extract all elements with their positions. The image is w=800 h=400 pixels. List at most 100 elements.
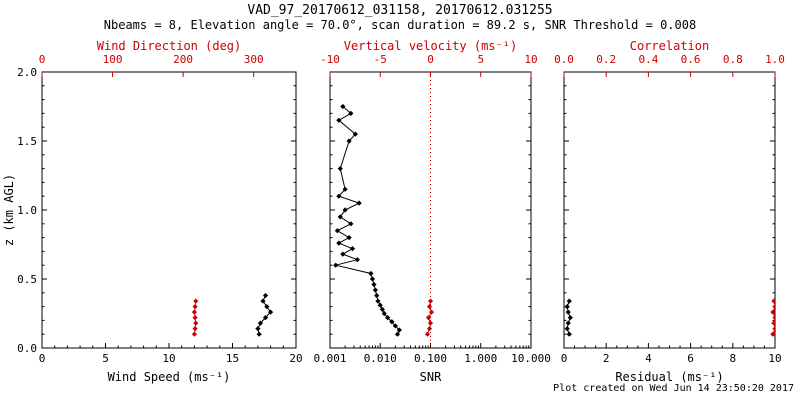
series-snr bbox=[333, 103, 402, 337]
series-marker bbox=[389, 319, 395, 325]
series-marker bbox=[191, 331, 197, 337]
series-marker bbox=[255, 326, 261, 332]
series-marker bbox=[770, 309, 775, 315]
series-marker bbox=[379, 306, 385, 312]
y-tick-label: 1.5 bbox=[17, 135, 37, 148]
x-tick-label: 4 bbox=[645, 352, 652, 365]
series-marker bbox=[346, 138, 352, 144]
series-marker bbox=[564, 326, 570, 332]
series-marker bbox=[565, 320, 571, 326]
series-wind-direction bbox=[191, 298, 199, 337]
series-marker bbox=[193, 320, 199, 326]
top-tick-label: 0 bbox=[427, 53, 434, 66]
series-marker bbox=[424, 331, 431, 337]
series-marker bbox=[392, 323, 398, 329]
series-marker bbox=[192, 304, 198, 310]
series-marker bbox=[340, 103, 346, 110]
series-marker bbox=[771, 298, 775, 304]
series-marker bbox=[336, 117, 342, 123]
x-tick-label: 15 bbox=[226, 352, 239, 365]
top-tick-label: 0.8 bbox=[723, 53, 743, 66]
x-tick-label: 10 bbox=[768, 352, 781, 365]
series-residual bbox=[564, 298, 573, 337]
series-correlation bbox=[770, 298, 775, 337]
top-axis-title: Wind Direction (deg) bbox=[97, 39, 242, 53]
bottom-axis-title: Wind Speed (ms⁻¹) bbox=[108, 370, 231, 384]
series-marker bbox=[342, 186, 348, 192]
series-marker bbox=[426, 304, 433, 310]
x-tick-label: 5 bbox=[102, 352, 109, 365]
series-marker bbox=[772, 326, 775, 332]
series-marker bbox=[772, 304, 775, 310]
series-marker bbox=[772, 315, 775, 321]
series-marker bbox=[192, 326, 198, 332]
series-marker bbox=[375, 298, 381, 304]
series-marker bbox=[384, 315, 391, 321]
top-tick-label: 10 bbox=[524, 53, 537, 66]
series-marker bbox=[565, 309, 571, 315]
y-tick-label: 1.0 bbox=[17, 204, 37, 217]
x-tick-label: 20 bbox=[289, 352, 302, 365]
series-marker bbox=[426, 326, 433, 332]
y-axis-title: z (km AGL) bbox=[2, 174, 16, 246]
series-marker bbox=[256, 331, 262, 337]
series-marker bbox=[394, 331, 401, 337]
series-marker bbox=[262, 292, 269, 299]
top-tick-label: 0.0 bbox=[554, 53, 574, 66]
bottom-axis-title: SNR bbox=[420, 370, 442, 384]
x-tick-label: 8 bbox=[729, 352, 736, 365]
series-marker bbox=[368, 270, 374, 277]
y-tick-label: 0.5 bbox=[17, 273, 37, 286]
series-marker bbox=[566, 298, 572, 304]
x-tick-label: 0 bbox=[39, 352, 46, 365]
bottom-axis-title: Residual (ms⁻¹) bbox=[615, 370, 723, 384]
top-tick-label: 0.4 bbox=[638, 53, 658, 66]
series-marker bbox=[336, 193, 342, 199]
series-marker bbox=[262, 315, 269, 321]
series-marker bbox=[193, 298, 199, 304]
x-tick-label: 1.000 bbox=[464, 352, 497, 365]
series-marker bbox=[428, 309, 435, 315]
panel-3-box bbox=[563, 71, 776, 349]
top-tick-label: -5 bbox=[374, 53, 387, 66]
series-line bbox=[335, 106, 400, 335]
x-tick-label: 2 bbox=[603, 352, 610, 365]
series-marker bbox=[566, 331, 572, 337]
series-marker bbox=[371, 281, 377, 288]
series-marker bbox=[354, 257, 360, 263]
top-tick-label: 1.0 bbox=[765, 53, 785, 66]
series-vertical-velocity bbox=[424, 298, 435, 337]
top-tick-label: 200 bbox=[173, 53, 193, 66]
x-tick-label: 10 bbox=[162, 352, 175, 365]
series-marker bbox=[334, 228, 340, 234]
series-marker bbox=[192, 315, 198, 321]
series-marker bbox=[348, 110, 354, 116]
x-tick-label: 0.001 bbox=[313, 352, 346, 365]
top-axis-title: Correlation bbox=[630, 39, 709, 53]
series-marker bbox=[349, 246, 356, 252]
top-tick-label: 300 bbox=[244, 53, 264, 66]
x-tick-label: 0 bbox=[561, 352, 568, 365]
series-marker bbox=[396, 327, 402, 333]
series-marker bbox=[567, 315, 573, 321]
series-marker bbox=[337, 166, 343, 172]
x-tick-label: 10.000 bbox=[511, 352, 551, 365]
y-tick-label: 0.0 bbox=[17, 342, 37, 355]
y-tick-label: 2.0 bbox=[17, 66, 37, 79]
series-marker bbox=[337, 214, 343, 220]
series-marker bbox=[346, 235, 352, 241]
series-marker bbox=[268, 309, 274, 315]
series-marker bbox=[342, 207, 348, 213]
series-marker bbox=[427, 298, 434, 304]
series-marker bbox=[356, 200, 362, 206]
plot-subtitle: Nbeams = 8, Elevation angle = 70.0°, sca… bbox=[103, 18, 697, 32]
series-wind-speed bbox=[255, 292, 274, 337]
x-tick-label: 6 bbox=[687, 352, 694, 365]
top-axis-title: Vertical velocity (ms⁻¹) bbox=[344, 39, 517, 53]
series-marker bbox=[257, 320, 264, 326]
series-marker bbox=[427, 320, 434, 326]
top-tick-label: -10 bbox=[320, 53, 340, 66]
plot-created-timestamp: Plot created on Wed Jun 14 23:50:20 2017 bbox=[553, 383, 794, 394]
